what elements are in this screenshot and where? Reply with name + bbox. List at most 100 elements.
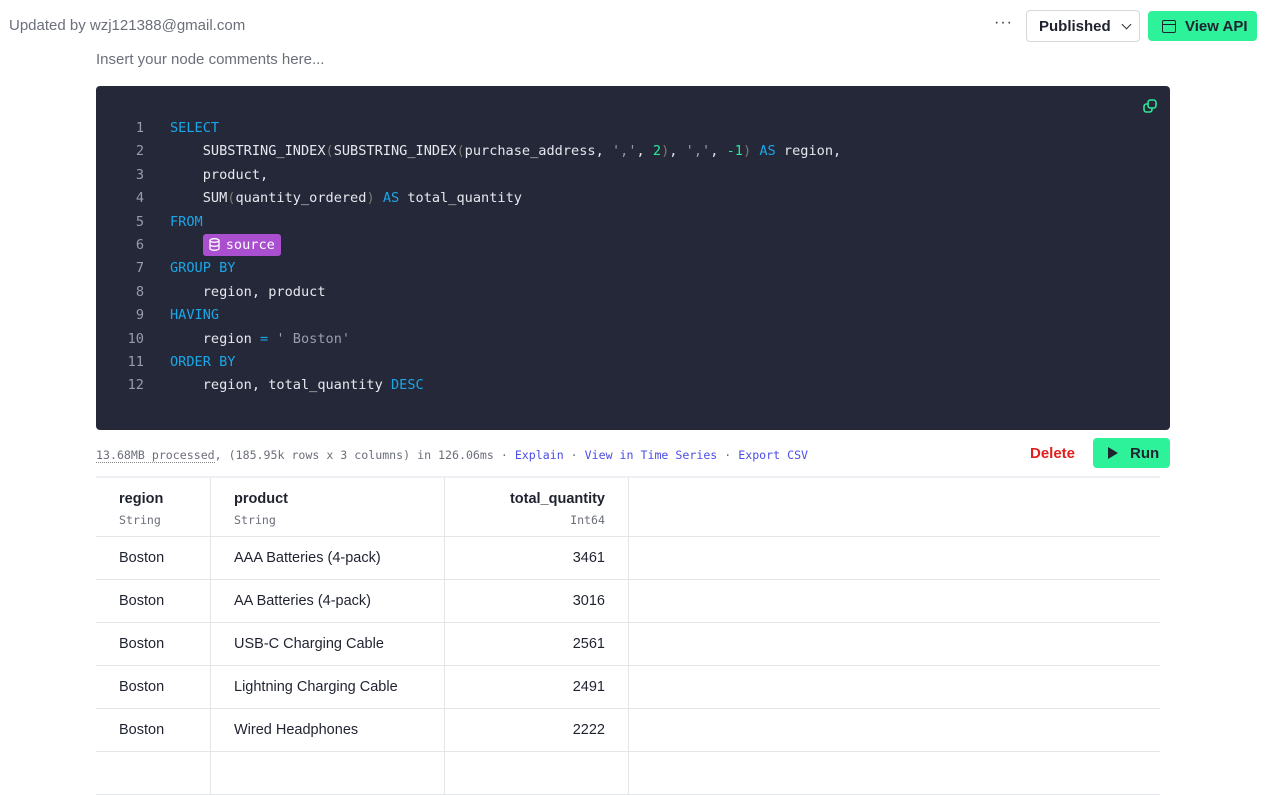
play-icon xyxy=(1108,447,1118,459)
code-token: HAVING xyxy=(170,307,220,324)
column-type: Int64 xyxy=(570,513,605,527)
code-token: region, total_quantity xyxy=(170,377,391,394)
line-number: 5 xyxy=(135,213,144,230)
table-cell-region: Boston xyxy=(96,537,211,579)
source-tag[interactable]: source xyxy=(202,234,281,256)
view-api-button[interactable]: View API xyxy=(1148,11,1257,41)
code-token: ORDER BY xyxy=(170,354,236,370)
separator: · xyxy=(563,448,585,462)
table-row: Boston Lightning Charging Cable 2491 xyxy=(96,666,1160,709)
status-select[interactable]: Published xyxy=(1026,10,1140,42)
query-status: 13.68MB processed, (185.95k rows x 3 col… xyxy=(96,448,809,463)
line-number: 2 xyxy=(135,143,144,160)
code-token: region, product xyxy=(170,283,326,300)
line-number: 10 xyxy=(127,330,144,347)
line-number: 11 xyxy=(127,354,144,370)
table-cell-total-quantity: 2561 xyxy=(445,623,629,665)
code-token: ( xyxy=(227,190,236,207)
code-line: 6 source xyxy=(96,234,281,257)
code-token: region, xyxy=(775,143,842,160)
code-token: ) xyxy=(742,143,752,160)
processed-size[interactable]: 13.68MB processed xyxy=(96,448,215,463)
code-line: 3 product, xyxy=(96,164,268,187)
code-token: , xyxy=(636,143,653,160)
table-row: Boston Wired Headphones 2222 xyxy=(96,709,1160,752)
code-token: AS xyxy=(382,190,400,207)
line-number: 6 xyxy=(135,237,144,253)
column-name: total_quantity xyxy=(509,491,605,507)
more-options-button[interactable]: ··· xyxy=(994,14,1013,31)
code-token: total_quantity xyxy=(399,190,522,207)
code-token: AS xyxy=(759,143,776,160)
code-token: ' Boston' xyxy=(276,330,351,347)
table-cell-product: Wired Headphones xyxy=(211,709,445,751)
table-cell-product: AAA Batteries (4-pack) xyxy=(211,537,445,579)
table-row: Boston AA Batteries (4-pack) 3016 xyxy=(96,580,1160,623)
view-api-label: View API xyxy=(1185,17,1248,35)
table-cell-total-quantity: 2491 xyxy=(445,666,629,708)
table-cell-product: AA Batteries (4-pack) xyxy=(211,580,445,622)
code-token: , xyxy=(669,143,686,160)
column-name: region xyxy=(119,491,164,507)
code-token xyxy=(170,237,203,253)
api-window-icon xyxy=(1162,19,1176,33)
separator: · xyxy=(717,448,739,462)
code-token: purchase_address, xyxy=(464,143,612,160)
updated-by-text: Updated by wzj121388@gmail.com xyxy=(9,17,246,34)
line-number: 1 xyxy=(135,120,144,136)
source-label: source xyxy=(225,237,275,253)
delete-button[interactable]: Delete xyxy=(1030,445,1076,462)
table-header: region String product String total_quantit… xyxy=(96,478,1160,537)
chevron-down-icon xyxy=(1121,19,1132,29)
column-header-product[interactable]: product String xyxy=(211,478,445,536)
code-token: DESC xyxy=(390,377,424,394)
sql-editor[interactable]: 1 SELECT 2 SUBSTRING_INDEX(SUBSTRING_INDEX… xyxy=(96,86,1170,430)
code-line: 10 region = ' Boston' xyxy=(96,328,350,351)
code-token: -1 xyxy=(726,143,743,160)
table-cell-product: Lightning Charging Cable xyxy=(211,666,445,708)
table-cell-region: Boston xyxy=(96,666,211,708)
table-cell-total-quantity: 2222 xyxy=(445,709,629,751)
code-line: 9 HAVING xyxy=(96,304,219,327)
run-button[interactable]: Run xyxy=(1093,438,1170,468)
export-csv-link[interactable]: Export CSV xyxy=(738,448,809,462)
line-number: 8 xyxy=(135,283,144,300)
table-cell-region: Boston xyxy=(96,580,211,622)
view-time-series-link[interactable]: View in Time Series xyxy=(584,448,718,462)
code-token: ',' xyxy=(685,143,711,160)
line-number: 3 xyxy=(135,166,144,183)
results-table: region String product String total_quantit… xyxy=(96,476,1160,795)
code-token: FROM xyxy=(170,213,203,230)
explain-link[interactable]: Explain xyxy=(514,448,564,462)
table-row: Boston AAA Batteries (4-pack) 3461 xyxy=(96,537,1160,580)
query-details: , (185.95k rows x 3 columns) in 126.06ms xyxy=(214,448,494,462)
code-token: ',' xyxy=(611,143,637,160)
column-name: product xyxy=(234,491,288,507)
column-header-region[interactable]: region String xyxy=(96,478,211,536)
code-token: ) xyxy=(661,143,670,160)
code-token xyxy=(375,190,383,206)
separator: · xyxy=(493,448,515,462)
table-cell-product: USB-C Charging Cable xyxy=(211,623,445,665)
code-line: 8 region, product xyxy=(96,281,326,304)
status-select-value: Published xyxy=(1039,17,1111,35)
code-line: 4 SUM(quantity_ordered) AS total_quantit… xyxy=(96,187,522,210)
table-cell-region: Boston xyxy=(96,709,211,751)
line-number: 7 xyxy=(135,260,144,277)
table-cell-total-quantity: 3016 xyxy=(445,580,629,622)
column-header-total-quantity[interactable]: total_quantity Int64 xyxy=(445,478,629,536)
code-token: ( xyxy=(325,143,334,160)
node-comments-input[interactable]: Insert your node comments here... xyxy=(96,51,325,68)
code-line: 11 ORDER BY xyxy=(96,351,236,374)
code-line: 1 SELECT xyxy=(96,117,219,140)
column-type: String xyxy=(234,513,276,527)
code-line: 7 GROUP BY xyxy=(96,257,236,280)
code-token: 2 xyxy=(652,143,662,160)
table-cell-total-quantity: 3461 xyxy=(445,537,629,579)
code-token: region xyxy=(170,330,261,347)
run-label: Run xyxy=(1130,444,1160,462)
code-token: ( xyxy=(456,143,465,160)
copy-icon[interactable] xyxy=(1143,99,1157,113)
code-token: SUBSTRING_INDEX xyxy=(170,143,326,160)
column-type: String xyxy=(119,513,161,527)
